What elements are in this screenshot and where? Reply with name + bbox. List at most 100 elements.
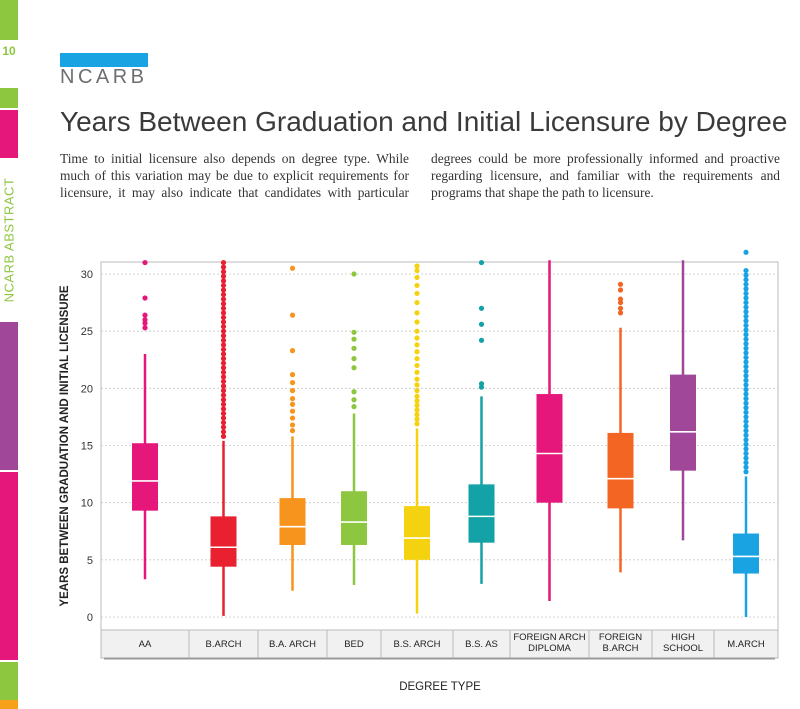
x-axis-label: DEGREE TYPE: [399, 681, 481, 693]
outlier-point: [220, 401, 227, 407]
outlier-point: [220, 369, 227, 375]
outlier-point: [743, 469, 749, 475]
outlier-point: [289, 348, 296, 354]
outlier-point: [220, 319, 227, 325]
box: [279, 498, 306, 545]
outlier-point: [414, 421, 420, 427]
category-label: BED: [344, 639, 364, 650]
outlier-point: [351, 365, 357, 371]
outlier-point: [414, 376, 420, 382]
outlier-point: [743, 281, 749, 287]
strip-segment: [0, 322, 18, 470]
y-axis-label: YEARS BETWEEN GRADUATION AND INITIAL LIC…: [59, 285, 71, 606]
outlier-point: [414, 393, 420, 399]
outlier-point: [142, 259, 148, 266]
category-label: FOREIGN: [599, 632, 642, 643]
outlier-point: [743, 272, 749, 278]
strip-segment: [0, 110, 18, 158]
outlier-point: [743, 446, 749, 452]
outlier-point: [743, 386, 749, 393]
outlier-point: [220, 278, 227, 284]
box: [404, 506, 430, 560]
category-label: AA: [139, 639, 152, 650]
y-tick-label: 20: [81, 383, 93, 395]
strip-segment: [0, 0, 18, 40]
outlier-point: [743, 377, 749, 383]
outlier-point: [743, 327, 749, 333]
outlier-point: [743, 354, 749, 361]
outlier-point: [220, 424, 227, 430]
category-header-row: [100, 629, 779, 659]
outlier-point: [220, 365, 227, 371]
page-number: 10: [2, 44, 16, 58]
outlier-point: [743, 359, 749, 365]
y-tick-label: 10: [81, 498, 93, 510]
outlier-point: [743, 373, 749, 379]
outlier-point: [743, 267, 749, 274]
outlier-point: [414, 382, 420, 388]
outlier-point: [142, 312, 148, 318]
outlier-point: [220, 360, 227, 366]
outlier-point: [289, 372, 296, 378]
y-tick-label: 15: [81, 441, 93, 453]
outlier-point: [289, 422, 296, 428]
category-label: HIGH: [671, 632, 695, 643]
intro-paragraph: Time to initial licensure also depends o…: [60, 151, 780, 200]
outlier-point: [617, 281, 624, 287]
outlier-point: [414, 299, 420, 306]
category-label: DIPLOMA: [528, 643, 571, 654]
y-tick-label: 0: [87, 612, 93, 624]
outlier-point: [142, 325, 148, 331]
outlier-point: [743, 318, 749, 324]
outlier-point: [289, 396, 296, 402]
outlier-point: [743, 299, 749, 306]
outlier-point: [220, 287, 227, 293]
outlier-point: [743, 409, 749, 415]
outlier-point: [743, 336, 749, 342]
outlier-point: [220, 374, 227, 380]
outlier-point: [142, 295, 148, 301]
outlier-point: [743, 368, 749, 374]
outlier-point: [220, 351, 227, 357]
outlier-point: [220, 356, 227, 362]
outlier-point: [743, 286, 749, 292]
outlier-point: [743, 464, 749, 470]
outlier-point: [743, 455, 749, 461]
box: [468, 484, 495, 543]
outlier-point: [220, 346, 227, 353]
outlier-point: [220, 282, 227, 289]
outlier-point: [743, 304, 749, 310]
outlier-point: [289, 428, 296, 434]
outlier-point: [414, 398, 420, 404]
category-label: B.A. ARCH: [269, 639, 316, 650]
strip-segment: [0, 472, 18, 660]
outlier-point: [414, 412, 420, 418]
outlier-point: [414, 290, 420, 297]
page-title: Years Between Graduation and Initial Lic…: [60, 106, 788, 137]
outlier-point: [743, 432, 749, 438]
outlier-point: [220, 378, 227, 385]
outlier-point: [743, 290, 749, 297]
outlier-point: [220, 323, 227, 330]
outlier-point: [414, 402, 420, 409]
outlier-point: [743, 428, 749, 434]
outlier-point: [743, 345, 749, 351]
outlier-point: [743, 396, 749, 402]
outlier-point: [743, 277, 749, 283]
box: [536, 394, 563, 503]
outlier-point: [220, 410, 227, 417]
outlier-point: [289, 312, 296, 318]
outlier-point: [743, 450, 749, 457]
category-label: B.ARCH: [206, 639, 242, 650]
strip-segment: [0, 88, 18, 108]
outlier-point: [220, 406, 227, 412]
outlier-point: [142, 320, 148, 326]
outlier-point: [743, 418, 749, 425]
outlier-point: [743, 382, 749, 388]
y-tick-label: 5: [87, 555, 93, 567]
outlier-point: [351, 336, 357, 342]
outlier-point: [414, 407, 420, 413]
outlier-point: [414, 263, 420, 269]
outlier-point: [220, 342, 227, 348]
